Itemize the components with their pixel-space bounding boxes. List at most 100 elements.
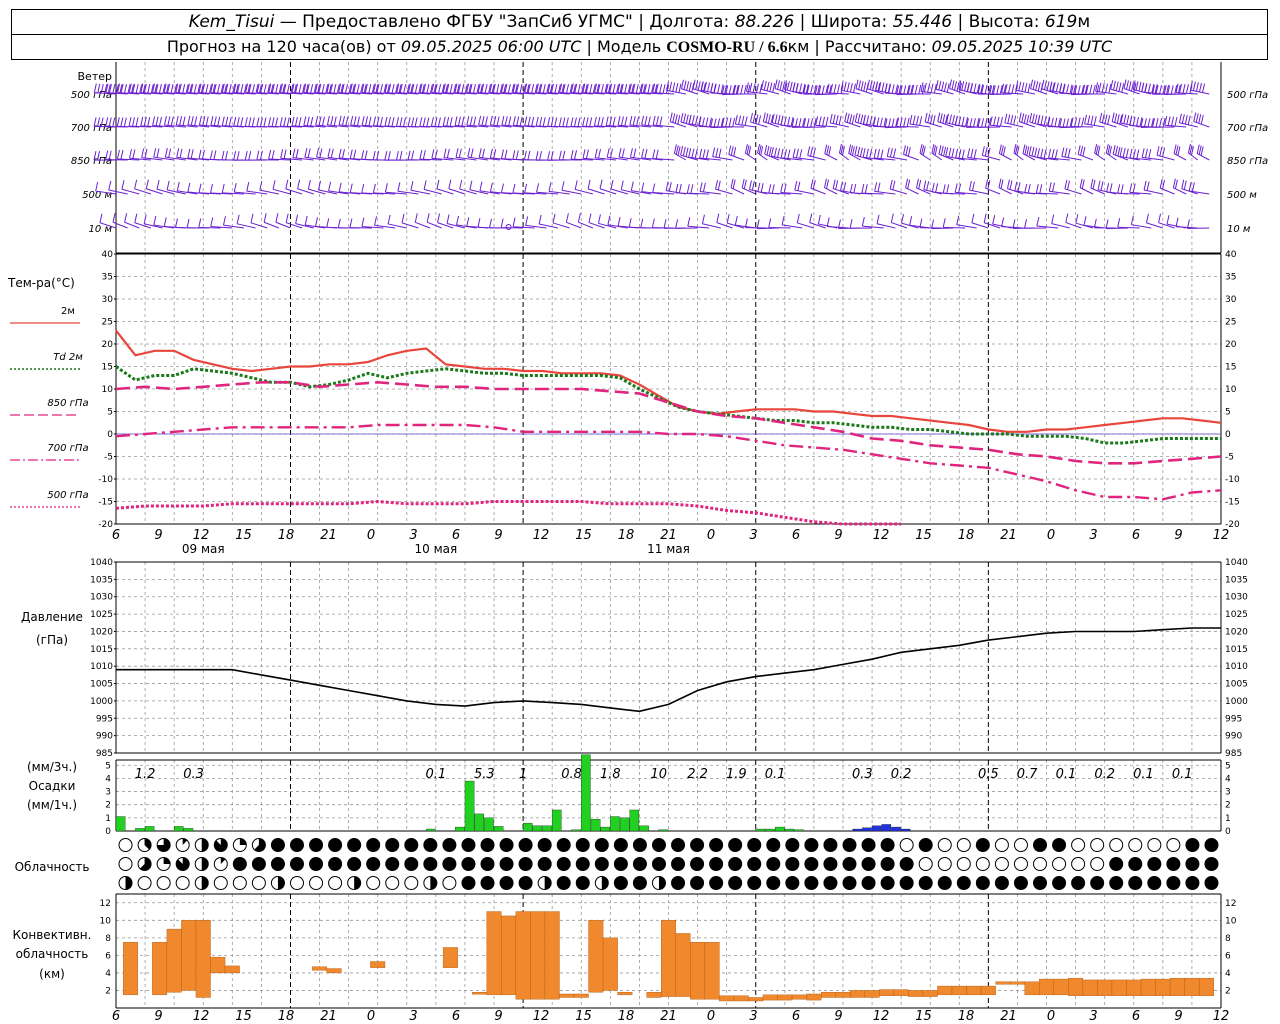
- wind-barb-feather: [316, 148, 320, 158]
- wind-barb-staff: [763, 121, 780, 128]
- wind-barb-feather: [376, 83, 380, 93]
- temp-tick-left: -20: [98, 520, 113, 530]
- wind-barb-staff: [782, 224, 803, 229]
- wind-barb-feather: [1185, 84, 1189, 94]
- cloud-symbol-circle: [1090, 838, 1105, 852]
- wind-barb-feather: [803, 118, 807, 128]
- wind-barb: [152, 83, 175, 95]
- wind-barb: [1196, 144, 1210, 161]
- wind-barb: [512, 183, 535, 195]
- wind-barb-feather: [535, 116, 539, 127]
- cloud-symbol: [385, 876, 400, 890]
- wind-barb: [733, 84, 756, 95]
- wind-barb-feather: [1158, 213, 1162, 223]
- wind-barb: [588, 213, 605, 229]
- wind-barb: [500, 183, 524, 195]
- wind-barb-feather: [279, 117, 283, 127]
- wind-barb-feather: [1183, 180, 1187, 190]
- wind-barb-staff: [561, 189, 582, 195]
- wind-barb-feather: [457, 116, 461, 126]
- cloud-symbol: [1147, 857, 1162, 871]
- conv-bar: [733, 995, 749, 1002]
- wind-barb-feather: [836, 84, 840, 94]
- cloud-symbol: [956, 838, 971, 852]
- temp-tick-left: 20: [102, 340, 114, 350]
- wind-barb-feather: [826, 179, 830, 189]
- precip-total-label: 10: [651, 767, 668, 782]
- wind-barb: [686, 184, 710, 195]
- wind-barb-feather: [1062, 118, 1066, 128]
- wind-barb-feather: [620, 83, 624, 93]
- wind-barb-feather: [442, 116, 446, 127]
- wind-barb-feather: [943, 146, 947, 157]
- wind-barb-feather: [552, 213, 556, 224]
- wind-barb-feather: [364, 150, 368, 160]
- wind-barb-feather: [641, 182, 645, 192]
- wind-barb-staff: [295, 223, 314, 229]
- wind-barb-feather: [139, 84, 143, 94]
- wind-barb-feather: [769, 82, 773, 92]
- conv-tick-left: 2: [105, 986, 111, 996]
- wind-barb-feather: [931, 144, 935, 154]
- wind-barb-feather: [268, 117, 272, 127]
- wind-barb-feather: [338, 83, 342, 93]
- wind-barb: [233, 83, 256, 95]
- wind-barb-staff: [374, 224, 396, 229]
- cloud-symbol-circle: [861, 876, 876, 890]
- wind-barb: [935, 80, 954, 95]
- cloud-symbol: [423, 876, 438, 890]
- wind-barb-feather: [1192, 81, 1196, 91]
- wind-barb-feather: [443, 148, 447, 158]
- wind-barb-staff: [1004, 122, 1024, 128]
- conv-bar: [1024, 981, 1040, 996]
- wind-barb-feather: [992, 214, 996, 225]
- wind-barb-feather: [446, 148, 450, 159]
- wind-barb-feather: [275, 117, 279, 127]
- wind-barb-feather: [616, 84, 620, 94]
- wind-barb: [652, 83, 675, 95]
- wind-barb-feather: [674, 114, 678, 124]
- conv-bar: [646, 992, 662, 998]
- wind-barb-feather: [457, 83, 461, 93]
- wind-barb-feather: [751, 181, 755, 191]
- wind-barb: [384, 83, 407, 95]
- cloud-symbol-fill: [201, 857, 209, 871]
- wind-barb-feather: [1036, 216, 1040, 227]
- cloud-symbol-circle: [1204, 857, 1219, 871]
- wind-barb-feather: [225, 83, 229, 93]
- wind-barb: [1059, 84, 1082, 95]
- wind-barb-feather: [1155, 118, 1159, 128]
- wind-barb-feather: [640, 218, 644, 228]
- pressure-tick-left: 1005: [90, 680, 113, 690]
- wind-barb: [361, 217, 384, 229]
- wind-barb: [407, 83, 431, 95]
- precip-bar: [590, 819, 601, 832]
- cloud-symbol-circle: [385, 857, 400, 871]
- wind-barb-feather: [911, 84, 915, 95]
- wind-barb: [349, 218, 372, 229]
- wind-barb: [582, 83, 605, 95]
- cloud-symbol-circle: [480, 838, 495, 852]
- wind-barb-staff: [401, 222, 419, 229]
- wind-barb-feather: [607, 84, 611, 94]
- wind-barb-feather: [799, 149, 803, 159]
- wind-barb: [488, 218, 512, 229]
- wind-barb: [1022, 144, 1036, 161]
- pressure-tick-right: 1020: [1225, 627, 1248, 637]
- wind-barb-feather: [244, 151, 248, 161]
- wind-barb-feather: [143, 214, 147, 224]
- wind-barb-feather: [263, 213, 267, 223]
- forecast-time: 09.05.2025 06:00 UTC: [400, 37, 582, 56]
- wind-barb: [489, 83, 512, 95]
- wind-barb-feather: [442, 83, 446, 93]
- conv-bar: [1198, 977, 1214, 996]
- wind-level-label-right: 500 м: [1227, 190, 1257, 201]
- wind-barb-feather: [655, 149, 659, 159]
- conv-bar: [210, 956, 226, 974]
- wind-barb-feather: [948, 114, 952, 124]
- wind-barb-feather: [153, 148, 157, 158]
- wind-barb-staff: [512, 226, 535, 229]
- calculated-label: | Рассчитано:: [809, 37, 932, 56]
- wind-barb: [466, 217, 489, 229]
- wind-barb-feather: [221, 150, 225, 161]
